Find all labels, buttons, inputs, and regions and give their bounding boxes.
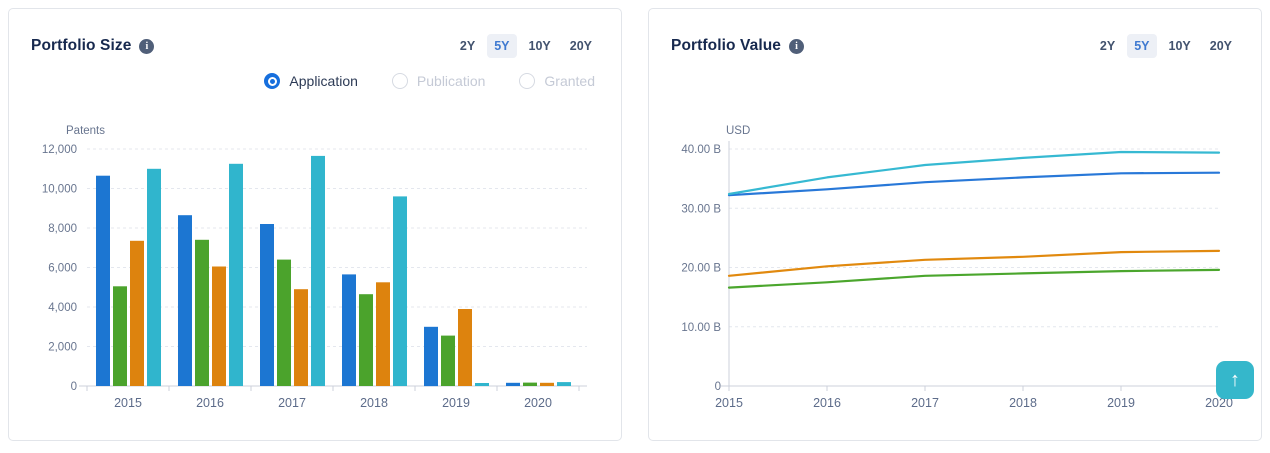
range-2y-button[interactable]: 2Y xyxy=(1093,34,1122,58)
radio-circle-icon xyxy=(519,73,536,89)
svg-text:USD: USD xyxy=(726,125,750,137)
svg-text:2016: 2016 xyxy=(813,396,841,410)
svg-text:2018: 2018 xyxy=(1009,396,1037,410)
range-5y-button[interactable]: 5Y xyxy=(1127,34,1157,58)
svg-text:6,000: 6,000 xyxy=(48,263,77,275)
up-arrow-icon: ↑ xyxy=(1230,368,1240,391)
size-range-selector: 2Y 5Y 10Y 20Y xyxy=(453,34,599,58)
scroll-to-top-button[interactable]: ↑ xyxy=(1216,361,1254,399)
range-20y-button[interactable]: 20Y xyxy=(563,34,599,58)
svg-text:40.00 B: 40.00 B xyxy=(681,144,721,156)
svg-text:10.00 B: 10.00 B xyxy=(681,322,721,334)
svg-text:30.00 B: 30.00 B xyxy=(681,203,721,215)
info-icon[interactable]: i xyxy=(139,38,155,54)
portfolio-size-title: Portfolio Size xyxy=(31,37,132,54)
svg-text:2015: 2015 xyxy=(114,396,142,410)
svg-text:2017: 2017 xyxy=(278,396,306,410)
svg-text:2019: 2019 xyxy=(442,396,470,410)
svg-text:2017: 2017 xyxy=(911,396,939,410)
portfolio-size-header: Portfolio Size i 2Y 5Y 10Y 20Y xyxy=(9,9,621,58)
svg-text:0: 0 xyxy=(71,381,77,393)
range-10y-button[interactable]: 10Y xyxy=(1162,34,1198,58)
portfolio-value-title: Portfolio Value xyxy=(671,37,782,54)
svg-text:2020: 2020 xyxy=(1205,396,1233,410)
portfolio-size-bar-chart: Patents 0 2,000 4,000 6,000 8,000 10,000 12,000… xyxy=(42,125,587,410)
radio-circle-icon xyxy=(391,73,408,89)
svg-text:2015: 2015 xyxy=(715,396,743,410)
svg-text:20.00 B: 20.00 B xyxy=(681,263,721,275)
portfolio-value-header: Portfolio Value i 2Y 5Y 10Y 20Y xyxy=(649,9,1261,58)
svg-text:8,000: 8,000 xyxy=(48,223,77,235)
svg-text:2,000: 2,000 xyxy=(48,342,77,354)
svg-text:2018: 2018 xyxy=(360,396,388,410)
svg-text:2016: 2016 xyxy=(196,396,224,410)
radio-granted-label: Granted xyxy=(544,73,595,89)
portfolio-value-panel: Portfolio Value i 2Y 5Y 10Y 20Y USD 0 10.0… xyxy=(648,8,1262,441)
svg-text:2020: 2020 xyxy=(524,396,552,410)
svg-text:Patents: Patents xyxy=(66,125,105,137)
range-20y-button[interactable]: 20Y xyxy=(1203,34,1239,58)
range-2y-button[interactable]: 2Y xyxy=(453,34,482,58)
portfolio-size-panel: Portfolio Size i 2Y 5Y 10Y 20Y Applicati… xyxy=(8,8,622,441)
document-type-filter: Application Publication Granted xyxy=(9,73,621,89)
radio-application-label: Application xyxy=(289,73,358,89)
radio-circle-icon xyxy=(264,73,281,89)
svg-text:12,000: 12,000 xyxy=(42,144,77,156)
range-10y-button[interactable]: 10Y xyxy=(522,34,558,58)
svg-text:4,000: 4,000 xyxy=(48,302,77,314)
range-5y-button[interactable]: 5Y xyxy=(487,34,517,58)
radio-granted[interactable]: Granted xyxy=(519,73,595,89)
info-icon[interactable]: i xyxy=(789,38,805,54)
radio-application[interactable]: Application xyxy=(264,73,358,89)
svg-text:0: 0 xyxy=(715,381,721,393)
radio-publication[interactable]: Publication xyxy=(391,73,486,89)
radio-publication-label: Publication xyxy=(416,73,486,89)
value-range-selector: 2Y 5Y 10Y 20Y xyxy=(1093,34,1239,58)
portfolio-value-line-chart: USD 0 10.00 B 20.00 B 30.00 B 40.00 B 2015 2016… xyxy=(681,125,1233,410)
svg-text:2019: 2019 xyxy=(1107,396,1135,410)
svg-text:10,000: 10,000 xyxy=(42,184,77,196)
